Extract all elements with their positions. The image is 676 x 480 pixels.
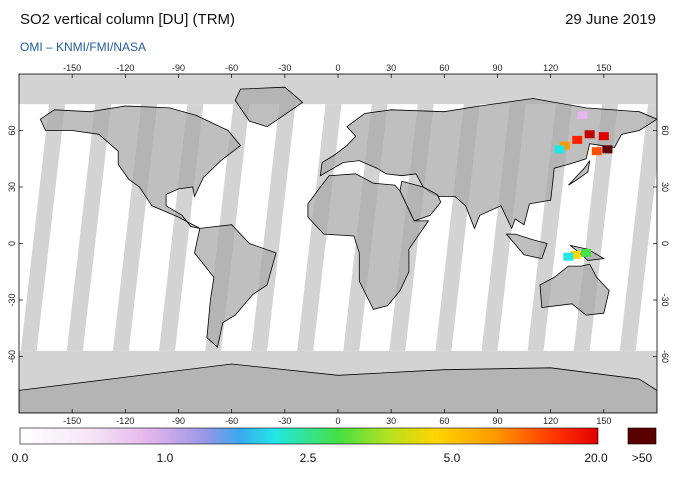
- lon-tick-label: 90: [492, 63, 502, 73]
- lon-tick-label: -120: [116, 63, 134, 73]
- lon-tick-label: 90: [492, 416, 502, 426]
- orbit-gap: [66, 104, 112, 351]
- so2-pixel: [602, 145, 613, 154]
- lat-tick-label: -60: [7, 350, 17, 363]
- lon-tick-label: -60: [225, 63, 238, 73]
- land: [234, 86, 304, 128]
- lon-tick-label: 0: [335, 63, 340, 73]
- lon-tick-label: -90: [172, 416, 185, 426]
- orbit-gap: [20, 104, 66, 351]
- lon-tick-label: 30: [386, 63, 396, 73]
- lon-tick-label: 60: [439, 63, 449, 73]
- lon-tick-label: -120: [116, 416, 134, 426]
- lat-tick-label: -60: [660, 350, 670, 363]
- so2-pixel: [570, 250, 581, 259]
- so2-pixel: [584, 130, 595, 139]
- lat-tick-label: 0: [7, 241, 17, 246]
- date: 29 June 2019: [565, 11, 656, 28]
- lat-tick-label: 30: [660, 182, 670, 192]
- land: [194, 224, 277, 348]
- source: OMI – KNMI/FMI/NASA: [20, 40, 146, 54]
- colorbar-label: 5.0: [444, 451, 461, 465]
- map: [0, 74, 676, 413]
- lat-tick-label: 0: [660, 241, 670, 246]
- land: [307, 173, 430, 310]
- so2-pixel: [563, 252, 574, 261]
- land: [568, 160, 591, 186]
- land: [399, 180, 442, 222]
- lon-tick-label: 120: [543, 63, 558, 73]
- lon-tick-label: -30: [278, 416, 291, 426]
- lon-tick-label: 0: [335, 416, 340, 426]
- so2-pixel: [572, 135, 583, 144]
- colorbar-label: 1.0: [157, 451, 174, 465]
- lon-tick-label: 60: [439, 416, 449, 426]
- lon-tick-label: -60: [225, 416, 238, 426]
- title: SO2 vertical column [DU] (TRM): [20, 11, 235, 28]
- so2-pixel: [577, 111, 588, 120]
- so2-pixel: [554, 145, 565, 154]
- so2-pixel: [581, 248, 592, 257]
- so2-pixel: [598, 132, 609, 141]
- lon-tick-label: 150: [596, 416, 611, 426]
- colorbar-label: 2.5: [300, 451, 317, 465]
- land: [19, 363, 657, 413]
- lon-tick-label: -150: [63, 63, 81, 73]
- lat-tick-label: 60: [7, 125, 17, 135]
- orbit-gap: [619, 104, 657, 351]
- colorbar-label: 20.0: [584, 451, 608, 465]
- colorbar-max: [627, 427, 657, 445]
- colorbar-label: 0.0: [12, 451, 29, 465]
- lat-tick-label: 60: [660, 125, 670, 135]
- lon-tick-label: -90: [172, 63, 185, 73]
- polar-cap: [19, 74, 657, 105]
- lat-tick-label: 30: [7, 182, 17, 192]
- lon-tick-label: 30: [386, 416, 396, 426]
- so2-pixel: [559, 141, 570, 150]
- land: [505, 233, 548, 260]
- lon-tick-label: -150: [63, 416, 81, 426]
- land: [319, 98, 657, 230]
- land: [39, 105, 242, 229]
- colorbar-label: >50: [632, 451, 653, 465]
- orbit-gap: [666, 104, 676, 351]
- lon-tick-label: -30: [278, 63, 291, 73]
- orbit-gap: [251, 104, 296, 351]
- colorbar-labels: 0.0 1.0 2.5 5.0 20.0 >50: [12, 451, 653, 465]
- lat-tick-label: -30: [660, 293, 670, 306]
- lat-tick-label: -30: [7, 293, 17, 306]
- land: [539, 263, 610, 316]
- lon-tick-label: 150: [596, 63, 611, 73]
- lon-tick-label: 120: [543, 416, 558, 426]
- orbit-gap: [0, 104, 19, 351]
- so2-pixel: [591, 147, 602, 156]
- colorbar: [19, 427, 599, 445]
